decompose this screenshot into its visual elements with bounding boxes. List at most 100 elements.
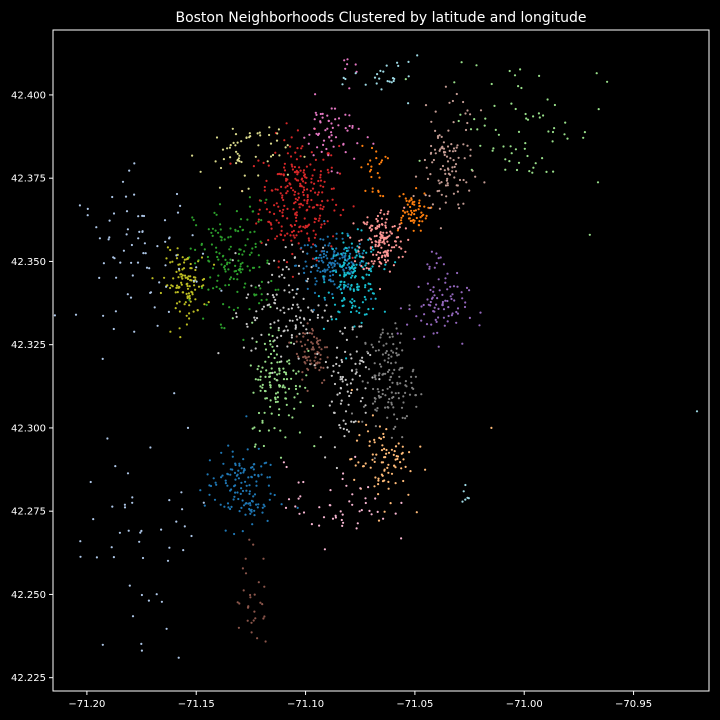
data-point-cluster-19 bbox=[302, 335, 305, 338]
data-point-cluster-15 bbox=[526, 118, 530, 121]
data-point-cluster-21 bbox=[378, 378, 381, 381]
data-point-cluster-6 bbox=[258, 266, 261, 269]
data-point-cluster-19 bbox=[306, 339, 309, 342]
data-point-cluster-22 bbox=[379, 336, 382, 339]
data-point-cluster-8 bbox=[108, 219, 111, 222]
data-point-cluster-25 bbox=[284, 506, 288, 509]
data-point-cluster-18 bbox=[250, 284, 253, 287]
data-point-cluster-0 bbox=[299, 155, 302, 158]
data-point-cluster-13 bbox=[468, 189, 471, 192]
data-point-cluster-9 bbox=[238, 154, 241, 157]
data-point-cluster-7 bbox=[183, 303, 186, 306]
data-point-cluster-21 bbox=[345, 428, 349, 431]
data-point-cluster-1 bbox=[326, 250, 329, 254]
data-point-cluster-6 bbox=[202, 317, 205, 320]
data-point-cluster-6 bbox=[251, 247, 254, 250]
data-point-cluster-24 bbox=[273, 493, 276, 497]
data-point-cluster-19 bbox=[306, 359, 309, 362]
data-point-cluster-15 bbox=[525, 117, 528, 120]
data-point-cluster-4 bbox=[412, 221, 415, 224]
data-point-cluster-22 bbox=[404, 417, 407, 420]
data-point-cluster-18 bbox=[296, 287, 299, 291]
data-point-cluster-9 bbox=[269, 155, 273, 158]
data-point-cluster-21 bbox=[338, 424, 341, 427]
data-point-cluster-18 bbox=[234, 252, 237, 255]
data-point-cluster-20 bbox=[288, 359, 291, 362]
data-point-cluster-15 bbox=[497, 133, 500, 136]
data-point-cluster-15 bbox=[595, 72, 598, 75]
data-point-cluster-7 bbox=[178, 327, 181, 330]
data-point-cluster-20 bbox=[273, 377, 276, 380]
data-point-cluster-25 bbox=[329, 489, 332, 492]
data-point-cluster-0 bbox=[320, 223, 323, 226]
data-point-cluster-10 bbox=[327, 154, 330, 157]
data-point-cluster-0 bbox=[318, 217, 321, 220]
data-point-cluster-2 bbox=[335, 270, 338, 274]
data-point-cluster-2 bbox=[343, 298, 346, 301]
data-point-cluster-27 bbox=[190, 534, 193, 538]
data-point-cluster-3 bbox=[370, 228, 373, 231]
data-point-cluster-15 bbox=[508, 160, 511, 163]
data-point-cluster-22 bbox=[384, 394, 387, 397]
data-point-cluster-23 bbox=[393, 464, 396, 467]
data-point-cluster-7 bbox=[178, 300, 181, 303]
data-point-cluster-3 bbox=[376, 225, 379, 228]
data-point-cluster-25 bbox=[287, 498, 291, 501]
data-point-cluster-4 bbox=[404, 197, 407, 200]
data-point-cluster-7 bbox=[200, 256, 204, 259]
data-point-cluster-21 bbox=[339, 386, 342, 390]
data-point-cluster-1 bbox=[331, 273, 335, 276]
data-point-cluster-3 bbox=[378, 244, 381, 247]
data-point-cluster-0 bbox=[352, 205, 355, 208]
data-point-cluster-16 bbox=[444, 277, 447, 280]
data-point-cluster-15 bbox=[484, 117, 487, 120]
data-point-cluster-16 bbox=[460, 291, 463, 294]
data-point-cluster-1 bbox=[315, 250, 318, 253]
data-point-cluster-3 bbox=[372, 253, 375, 256]
data-point-cluster-26 bbox=[236, 601, 239, 604]
data-point-cluster-6 bbox=[244, 244, 247, 247]
data-point-cluster-13 bbox=[443, 153, 446, 157]
data-point-cluster-0 bbox=[295, 234, 298, 237]
data-point-cluster-2 bbox=[368, 273, 371, 277]
data-point-cluster-1 bbox=[314, 277, 317, 280]
data-point-cluster-25 bbox=[354, 455, 357, 458]
data-point-cluster-18 bbox=[277, 319, 280, 322]
data-point-cluster-0 bbox=[292, 208, 295, 211]
data-point-cluster-0 bbox=[304, 181, 307, 184]
data-point-cluster-24 bbox=[250, 499, 253, 502]
data-point-cluster-2 bbox=[348, 256, 351, 260]
data-point-cluster-21 bbox=[336, 393, 339, 396]
data-point-cluster-24 bbox=[239, 492, 242, 495]
data-point-cluster-2 bbox=[349, 267, 352, 270]
data-point-cluster-0 bbox=[313, 217, 317, 220]
data-point-cluster-15 bbox=[553, 127, 556, 130]
data-point-cluster-0 bbox=[291, 165, 294, 168]
data-point-cluster-13 bbox=[434, 152, 437, 155]
data-point-cluster-3 bbox=[404, 250, 407, 253]
data-point-cluster-7 bbox=[172, 277, 175, 280]
data-point-cluster-6 bbox=[217, 231, 220, 234]
data-point-cluster-3 bbox=[386, 240, 389, 243]
data-point-cluster-4 bbox=[411, 202, 414, 205]
data-point-cluster-0 bbox=[294, 177, 297, 180]
data-point-cluster-19 bbox=[322, 366, 325, 369]
data-point-cluster-1 bbox=[332, 253, 335, 256]
data-point-cluster-8 bbox=[156, 324, 159, 327]
data-point-cluster-3 bbox=[386, 251, 389, 254]
data-point-cluster-3 bbox=[358, 246, 361, 249]
data-point-cluster-20 bbox=[265, 369, 268, 372]
data-point-cluster-0 bbox=[319, 184, 322, 187]
data-point-cluster-9 bbox=[275, 139, 279, 142]
data-point-cluster-6 bbox=[239, 262, 242, 266]
data-point-cluster-3 bbox=[384, 261, 388, 264]
data-point-cluster-6 bbox=[228, 261, 231, 264]
data-point-cluster-1 bbox=[335, 237, 338, 240]
data-point-cluster-3 bbox=[395, 244, 398, 247]
data-point-cluster-16 bbox=[433, 306, 436, 309]
data-point-cluster-14 bbox=[439, 148, 442, 151]
data-point-cluster-25 bbox=[367, 486, 370, 489]
data-point-cluster-8 bbox=[175, 192, 179, 196]
data-point-cluster-24 bbox=[233, 495, 236, 498]
data-point-cluster-23 bbox=[377, 493, 380, 496]
